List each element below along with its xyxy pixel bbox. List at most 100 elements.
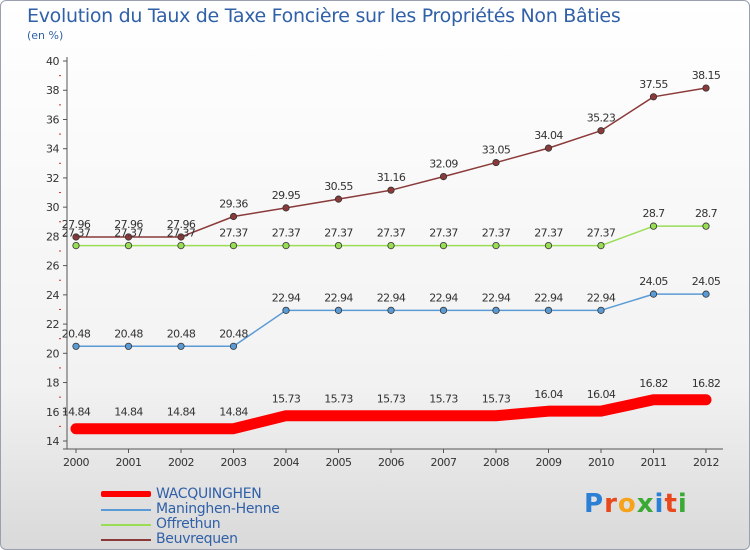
legend-label: WACQUINGHEN <box>156 486 262 502</box>
y-tick-label: 24 <box>46 289 59 302</box>
data-label-maninghen-henne: 20.48 <box>114 327 143 340</box>
data-label-wacquinghen: 16.82 <box>639 377 668 390</box>
logo-letter: x <box>636 489 655 519</box>
data-label-maninghen-henne: 22.94 <box>587 291 616 304</box>
data-label-beuvrequen: 32.09 <box>429 158 458 171</box>
data-point-offrethun <box>282 241 290 250</box>
data-label-beuvrequen: 29.36 <box>219 198 248 211</box>
data-label-beuvrequen: 27.96 <box>167 218 196 231</box>
data-label-beuvrequen: 29.95 <box>272 189 301 202</box>
x-tick-label: 2012 <box>693 456 719 469</box>
data-point-beuvrequen <box>387 186 395 194</box>
data-label-offrethun: 27.37 <box>272 227 301 240</box>
data-point-offrethun <box>387 241 395 250</box>
data-label-beuvrequen: 34.04 <box>534 129 563 142</box>
data-label-wacquinghen: 15.73 <box>482 393 511 406</box>
x-tick-label: 2008 <box>483 456 509 469</box>
x-tick-label: 2007 <box>431 456 457 469</box>
data-label-maninghen-henne: 22.94 <box>534 291 563 304</box>
series-line-wacquinghen <box>70 394 712 435</box>
data-label-offrethun: 27.37 <box>534 227 563 240</box>
data-label-maninghen-henne: 20.48 <box>167 327 196 340</box>
data-label-maninghen-henne: 24.05 <box>639 275 668 288</box>
data-label-maninghen-henne: 24.05 <box>692 275 721 288</box>
x-tick-label: 2009 <box>536 456 562 469</box>
data-label-beuvrequen: 27.96 <box>114 218 143 231</box>
data-point-beuvrequen <box>124 233 133 241</box>
data-label-offrethun: 27.37 <box>587 227 616 240</box>
data-label-offrethun: 27.37 <box>482 227 511 240</box>
legend-swatch-offrethun <box>101 524 151 526</box>
x-tick-label: 2001 <box>116 456 142 469</box>
data-label-offrethun: 27.37 <box>167 227 196 240</box>
data-point-beuvrequen <box>492 158 500 167</box>
data-label-maninghen-henne: 22.94 <box>429 291 458 304</box>
data-point-offrethun <box>229 241 238 250</box>
data-point-maninghen-henne <box>334 306 343 314</box>
legend-label: Offrethun <box>156 516 221 532</box>
data-point-maninghen-henne <box>124 342 133 350</box>
y-tick-label: 40 <box>46 55 59 68</box>
data-label-offrethun: 27.37 <box>114 227 143 240</box>
data-label-beuvrequen: 37.55 <box>639 78 668 91</box>
x-tick-label: 2002 <box>168 456 194 469</box>
logo-letter: i <box>677 489 688 519</box>
data-point-beuvrequen <box>544 144 553 152</box>
y-tick-label: 32 <box>46 172 59 185</box>
data-label-maninghen-henne: 20.48 <box>62 327 91 340</box>
data-point-beuvrequen <box>72 233 80 241</box>
series-line-beuvrequen <box>75 87 707 238</box>
data-point-beuvrequen <box>597 127 605 135</box>
logo-letter: t <box>664 489 678 519</box>
y-tick-label: 38 <box>46 84 59 97</box>
chart-subtitle: (en %) <box>27 29 64 42</box>
data-point-offrethun <box>492 241 500 250</box>
data-label-offrethun: 27.37 <box>429 227 458 240</box>
data-label-maninghen-henne: 22.94 <box>377 291 406 304</box>
logo-letter: i <box>654 489 665 519</box>
data-label-offrethun: 28.7 <box>642 207 665 220</box>
data-point-maninghen-henne <box>439 306 448 314</box>
x-tick-label: 2011 <box>641 456 667 469</box>
data-label-offrethun: 27.37 <box>377 227 406 240</box>
y-tick-label: 36 <box>46 113 59 126</box>
data-label-offrethun: 27.37 <box>324 227 353 240</box>
x-tick-label: 2006 <box>378 456 404 469</box>
logo-letter: r <box>604 489 618 519</box>
data-label-wacquinghen: 16.04 <box>534 388 563 401</box>
data-point-maninghen-henne <box>544 306 553 314</box>
logo-letter: P <box>584 489 605 519</box>
data-point-maninghen-henne <box>282 306 290 314</box>
data-label-maninghen-henne: 22.94 <box>324 291 353 304</box>
proxiti-logo: Proxiti <box>584 489 688 519</box>
legend-label: Maninghen-Henne <box>156 501 280 517</box>
data-label-offrethun: 28.7 <box>695 207 718 220</box>
data-point-offrethun <box>649 222 658 230</box>
data-label-offrethun: 27.37 <box>219 227 248 240</box>
legend-swatch-beuvrequen <box>101 539 151 541</box>
data-label-wacquinghen: 14.84 <box>167 406 196 419</box>
data-point-beuvrequen <box>702 84 710 92</box>
data-point-maninghen-henne <box>72 342 80 350</box>
data-label-wacquinghen: 14.84 <box>219 406 248 419</box>
data-point-offrethun <box>702 222 710 230</box>
data-point-offrethun <box>439 241 448 250</box>
y-tick-label: 22 <box>46 318 59 331</box>
data-label-wacquinghen: 16.82 <box>692 377 721 390</box>
data-point-beuvrequen <box>229 212 238 221</box>
y-tick-label: 34 <box>46 143 59 156</box>
data-point-offrethun <box>72 241 80 250</box>
data-label-beuvrequen: 35.23 <box>587 112 616 125</box>
data-point-offrethun <box>124 241 133 250</box>
chart-title: Evolution du Taux de Taxe Foncière sur l… <box>27 5 621 27</box>
data-label-beuvrequen: 33.05 <box>482 144 511 157</box>
x-tick-label: 2003 <box>221 456 247 469</box>
y-tick-label: 30 <box>46 201 59 214</box>
data-label-wacquinghen: 16.04 <box>587 388 616 401</box>
data-point-beuvrequen <box>439 173 448 181</box>
x-tick-label: 2005 <box>326 456 352 469</box>
data-point-maninghen-henne <box>492 306 500 314</box>
data-point-beuvrequen <box>649 93 658 101</box>
x-tick-label: 2000 <box>63 456 89 469</box>
data-point-maninghen-henne <box>177 342 185 350</box>
